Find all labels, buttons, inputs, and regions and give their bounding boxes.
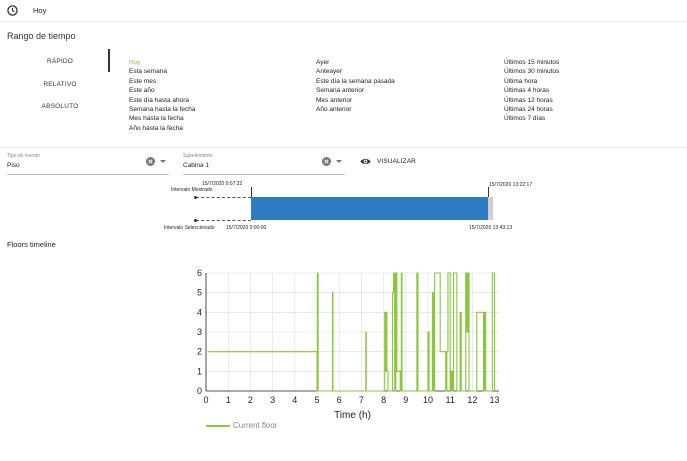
time-range-label[interactable]: Hoy — [33, 6, 47, 15]
x-tick-label: 13 — [490, 395, 500, 405]
quick-item[interactable]: Este día hasta ahora — [129, 96, 189, 104]
x-axis-label: Time (h) — [334, 410, 371, 420]
visualize-label: VISUALIZAR — [377, 158, 416, 165]
sub-element-select[interactable]: Subelemento Cabina 1 — [183, 153, 345, 175]
quick-item[interactable]: Últimas 24 horas — [504, 106, 553, 114]
quick-item[interactable]: Última hora — [504, 77, 538, 85]
x-tick-label: 9 — [403, 395, 408, 405]
shown-interval-point — [194, 196, 197, 199]
y-tick-label: 4 — [197, 307, 202, 317]
quick-item[interactable]: Esta semana — [129, 68, 167, 76]
quick-item[interactable]: Este año — [129, 87, 155, 95]
clear-icon[interactable] — [146, 157, 155, 166]
quick-item[interactable]: Últimos 30 minutos — [504, 68, 560, 76]
shown-end-time: 15/7/2020 13:22:17 — [489, 182, 533, 188]
y-tick-label: 5 — [197, 288, 202, 298]
x-tick-label: 0 — [203, 395, 208, 405]
series-line-current-floor — [208, 272, 496, 392]
quick-item[interactable]: Mes anterior — [316, 96, 353, 104]
tab-quick[interactable]: RÁPIDO — [46, 58, 74, 65]
event-type-label: Tipo de evento — [7, 153, 40, 159]
shown-start-time: 15/7/2020 0:07:22 — [202, 181, 243, 187]
x-tick-label: 7 — [359, 395, 364, 405]
quick-item-hoy[interactable]: Hoy — [129, 59, 141, 66]
tab-relative[interactable]: RELATIVO — [43, 81, 77, 88]
quick-item[interactable]: Anteayer — [316, 68, 343, 76]
active-tab-indicator — [108, 49, 110, 72]
x-tick-label: 4 — [292, 395, 297, 405]
shown-start-tick — [251, 187, 252, 197]
quick-item[interactable]: Año hasta la fecha — [129, 124, 183, 132]
x-tick-label: 11 — [445, 395, 454, 405]
quick-item[interactable]: Ayer — [316, 59, 330, 66]
shown-interval-dash — [196, 197, 251, 198]
x-tick-label: 2 — [248, 395, 253, 405]
y-tick-label: 3 — [197, 327, 202, 337]
x-tick-label: 8 — [381, 395, 386, 405]
legend-label: Current floor — [233, 421, 278, 430]
selected-interval-label: Intervalo Seleccionado — [164, 225, 215, 231]
tab-absolute[interactable]: ABSOLUTO — [41, 103, 79, 110]
quick-item[interactable]: Semana hasta la fecha — [129, 106, 196, 114]
x-tick-label: 1 — [226, 395, 231, 405]
quick-item[interactable]: Mes hasta la fecha — [129, 115, 184, 123]
selected-interval-dash — [196, 220, 251, 221]
y-tick-label: 1 — [197, 366, 202, 376]
selected-range-bar[interactable] — [251, 197, 488, 220]
visualize-button[interactable]: VISUALIZAR — [358, 155, 420, 169]
range-title: Rango de tiempo — [7, 31, 76, 41]
selected-interval-point — [194, 219, 197, 222]
x-tick-label: 5 — [314, 395, 319, 405]
selected-end-time: 15/7/2020 13:43:13 — [469, 225, 513, 231]
x-tick-label: 10 — [423, 395, 433, 405]
event-type-value[interactable]: Piso — [7, 162, 20, 169]
quick-item[interactable]: Últimas 12 horas — [504, 96, 553, 104]
quick-item[interactable]: Año anterior — [316, 106, 352, 114]
quick-item[interactable]: Este mes — [129, 77, 157, 85]
sub-element-value[interactable]: Cabina 1 — [183, 162, 210, 169]
clear-icon[interactable] — [322, 157, 331, 166]
y-tick-label: 2 — [197, 347, 202, 357]
x-tick-label: 3 — [270, 395, 275, 405]
y-tick-label: 0 — [197, 386, 202, 396]
shown-interval-label: Intervalo Mostrado — [171, 187, 213, 193]
quick-column-2: Ayer Anteayer Este día la semana pasada … — [316, 58, 395, 114]
selected-start-time: 15/7/2020 0:00:00 — [226, 225, 267, 231]
range-remainder — [488, 197, 493, 220]
chevron-down-icon[interactable] — [160, 160, 166, 163]
event-type-select[interactable]: Tipo de evento Piso — [7, 153, 169, 175]
eye-icon — [360, 158, 371, 165]
chart-title: Floors timeline — [7, 240, 56, 249]
chevron-down-icon[interactable] — [336, 160, 342, 163]
quick-item[interactable]: Semana anterior — [316, 87, 365, 95]
shown-end-tick — [488, 187, 489, 197]
clock-icon[interactable] — [7, 5, 18, 16]
quick-item[interactable]: Últimos 15 minutos — [504, 59, 560, 66]
quick-column-1: Hoy Esta semana Este mes Este año Este d… — [129, 58, 196, 133]
quick-item[interactable]: Últimas 4 horas — [504, 87, 550, 95]
legend-swatch — [206, 425, 230, 427]
top-bar: Hoy — [0, 0, 687, 22]
sub-element-label: Subelemento — [183, 153, 213, 159]
x-tick-label: 12 — [467, 395, 477, 405]
quick-item[interactable]: Últimos 7 días — [504, 115, 546, 123]
section-divider — [0, 147, 687, 148]
y-tick-label: 6 — [197, 268, 202, 278]
quick-column-3: Últimos 15 minutos Últimos 30 minutos Úl… — [504, 58, 559, 124]
x-tick-label: 6 — [337, 395, 342, 405]
quick-item[interactable]: Este día la semana pasada — [316, 77, 395, 85]
